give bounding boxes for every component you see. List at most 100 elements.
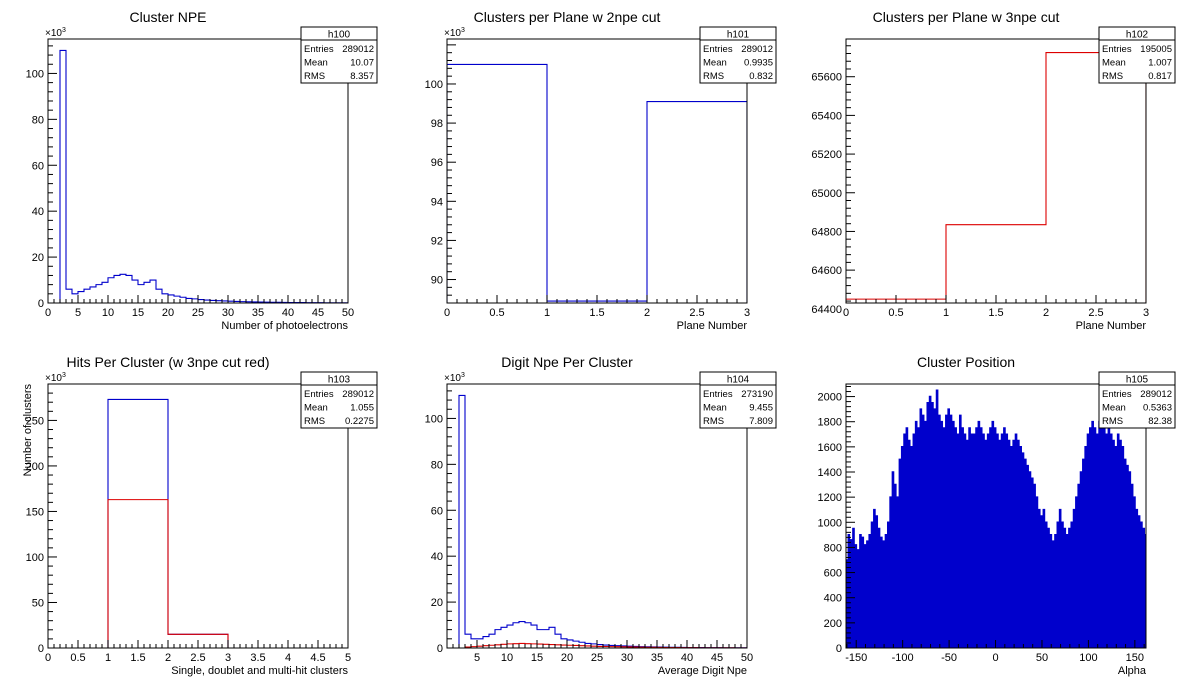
x-tick-label: 2.5 xyxy=(1088,307,1103,319)
stats-label: RMS xyxy=(1102,416,1123,427)
stats-histogram-name: h105 xyxy=(1126,375,1149,386)
stats-value: 0.9935 xyxy=(744,58,773,69)
stats-value: 7.809 xyxy=(749,416,773,427)
stats-box-frame xyxy=(300,26,378,84)
x-tick-label: 50 xyxy=(342,307,354,319)
stats-label: RMS xyxy=(304,416,325,427)
chart-title: Digit Npe Per Cluster xyxy=(501,354,633,370)
y-tick-label: 1200 xyxy=(818,492,842,504)
stats-box: h103 Entries 289012 Mean 1.055 RMS 0.2275 xyxy=(300,371,378,429)
x-tick-label: -50 xyxy=(941,652,957,664)
y-tick-label: 60 xyxy=(431,505,443,517)
x-tick-label: 45 xyxy=(711,652,723,664)
chart-title: Cluster NPE xyxy=(129,9,206,25)
y-tick-label: 1000 xyxy=(818,517,842,529)
stats-box: h101 Entries 289012 Mean 0.9935 RMS 0.832 xyxy=(699,26,777,84)
x-tick-label: 1.5 xyxy=(589,307,604,319)
y-tick-label: 400 xyxy=(824,593,842,605)
stats-label: Entries xyxy=(304,389,334,400)
y-tick-label: 60 xyxy=(32,160,44,172)
stats-histogram-name: h101 xyxy=(727,30,750,41)
series-2-line xyxy=(48,499,348,648)
stats-value: 10.07 xyxy=(350,58,374,69)
stats-label: Entries xyxy=(703,44,733,55)
y-tick-label: 80 xyxy=(32,114,44,126)
stats-value: 0.817 xyxy=(1148,71,1172,82)
stats-label: Entries xyxy=(304,44,334,55)
stats-value: 289012 xyxy=(1140,389,1172,400)
x-tick-label: 5 xyxy=(75,307,81,319)
x-tick-label: 40 xyxy=(681,652,693,664)
stats-histogram-name: h103 xyxy=(328,375,351,386)
x-tick-label: 10 xyxy=(102,307,114,319)
stats-value: 289012 xyxy=(342,44,374,55)
x-tick-label: 50 xyxy=(741,652,753,664)
x-tick-label: 1.5 xyxy=(988,307,1003,319)
y-tick-label: 98 xyxy=(431,118,443,130)
x-tick-label: 3.5 xyxy=(250,652,265,664)
x-tick-label: 1 xyxy=(105,652,111,664)
y-tick-label: 0 xyxy=(836,643,842,655)
y-tick-label: 1600 xyxy=(818,442,842,454)
x-tick-label: 30 xyxy=(621,652,633,664)
x-tick-label: 2.5 xyxy=(190,652,205,664)
stats-value: 82.38 xyxy=(1148,416,1172,427)
stats-value: 9.455 xyxy=(749,403,773,414)
stats-value: 1.007 xyxy=(1148,58,1172,69)
y-tick-label: 65000 xyxy=(811,188,842,200)
x-tick-label: 35 xyxy=(252,307,264,319)
y-tick-label: 65200 xyxy=(811,149,842,161)
x-tick-label: 50 xyxy=(1036,652,1048,664)
chart-title: Hits Per Cluster (w 3npe cut red) xyxy=(66,354,269,370)
x-tick-label: 2 xyxy=(1043,307,1049,319)
stats-label: Mean xyxy=(1102,403,1126,414)
stats-histogram-name: h100 xyxy=(328,30,351,41)
y-axis-label: Number of clusters xyxy=(22,384,34,477)
series-1-line xyxy=(447,63,747,303)
stats-histogram-name: h102 xyxy=(1126,30,1149,41)
y-tick-label: 40 xyxy=(32,206,44,218)
x-axis-label: Plane Number xyxy=(1076,320,1147,332)
x-tick-label: 3 xyxy=(1143,307,1149,319)
chart-title: Clusters per Plane w 3npe cut xyxy=(873,9,1060,25)
y-tick-label: 800 xyxy=(824,542,842,554)
x-tick-label: 0.5 xyxy=(489,307,504,319)
x-tick-label: 2.5 xyxy=(689,307,704,319)
y-tick-label: 96 xyxy=(431,157,443,169)
y-tick-label: 65400 xyxy=(811,110,842,122)
stats-label: Entries xyxy=(1102,389,1132,400)
stats-value: 289012 xyxy=(741,44,773,55)
x-tick-label: 0 xyxy=(992,652,998,664)
x-axis-label: Plane Number xyxy=(677,320,748,332)
y-tick-label: 0 xyxy=(38,643,44,655)
y-tick-label: 65600 xyxy=(811,72,842,84)
y-tick-label: 64600 xyxy=(811,265,842,277)
x-tick-label: 4 xyxy=(285,652,291,664)
stats-value: 8.357 xyxy=(350,71,374,82)
x-tick-label: 2 xyxy=(165,652,171,664)
y-tick-label: 0 xyxy=(437,643,443,655)
series-1-line xyxy=(59,49,348,303)
stats-box-frame xyxy=(699,371,777,429)
stats-label: Entries xyxy=(1102,44,1132,55)
axis-exponent-label: ×103 xyxy=(45,27,66,39)
y-tick-label: 100 xyxy=(26,68,44,80)
y-tick-label: 200 xyxy=(824,618,842,630)
stats-value: 0.832 xyxy=(749,71,773,82)
x-tick-label: 35 xyxy=(651,652,663,664)
series-1-line xyxy=(458,394,747,648)
stats-label: Mean xyxy=(703,58,727,69)
chart-title: Cluster Position xyxy=(917,354,1015,370)
stats-label: RMS xyxy=(703,71,724,82)
y-tick-label: 80 xyxy=(431,459,443,471)
x-tick-label: 3 xyxy=(225,652,231,664)
x-tick-label: 0.5 xyxy=(888,307,903,319)
y-tick-label: 100 xyxy=(425,79,443,91)
x-axis-label: Average Digit Npe xyxy=(658,665,747,677)
chart-panel-3: Clusters per Plane w 3npe cut 0 0.5 1 1.5 2 2.… xyxy=(811,9,1176,332)
stats-box: h100 Entries 289012 Mean 10.07 RMS 8.357 xyxy=(300,26,378,84)
x-tick-label: 20 xyxy=(561,652,573,664)
x-tick-label: 15 xyxy=(531,652,543,664)
y-tick-label: 20 xyxy=(32,252,44,264)
